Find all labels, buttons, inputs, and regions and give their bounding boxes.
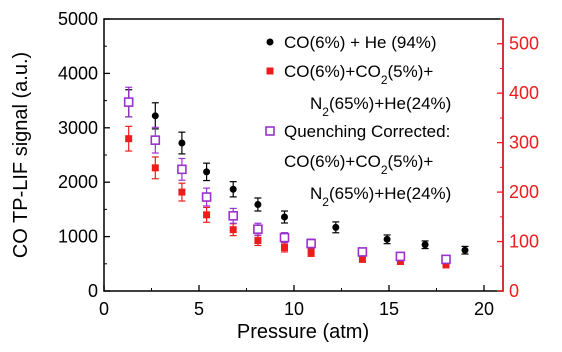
axes: 0 5 10 15 2001000200030004000500001002003004… bbox=[58, 9, 539, 319]
data-point bbox=[442, 261, 450, 269]
data-point bbox=[461, 246, 469, 254]
y-tick-label: 4000 bbox=[58, 63, 98, 83]
data-point bbox=[177, 164, 187, 175]
data-point bbox=[125, 135, 133, 143]
data-point bbox=[123, 97, 134, 107]
x-tick-label: 0 bbox=[99, 299, 109, 319]
data-point bbox=[281, 243, 288, 251]
data-point bbox=[421, 241, 429, 249]
x-tick-label: 15 bbox=[379, 299, 399, 319]
data-point bbox=[151, 112, 159, 120]
legend-marker-corrected bbox=[265, 126, 275, 136]
data-point bbox=[229, 226, 237, 234]
y2-tick-label: 400 bbox=[509, 83, 539, 103]
legend-label-corrected-line2: CO(6%)+CO2(5%)+ bbox=[284, 152, 433, 177]
legend-label-he: CO(6%) + He (94%) bbox=[284, 33, 437, 52]
legend-label-corrected-line3: N2(65%)+He(24%) bbox=[310, 184, 451, 209]
series-2 bbox=[125, 125, 450, 269]
data-point bbox=[178, 188, 186, 196]
data-point bbox=[307, 248, 315, 256]
series-1 bbox=[125, 89, 469, 255]
data-point bbox=[151, 164, 159, 172]
y2-tick-label: 500 bbox=[509, 34, 539, 54]
data-point bbox=[254, 201, 262, 209]
y2-tick-label: 200 bbox=[509, 182, 539, 202]
legend-marker-he bbox=[266, 38, 274, 46]
series-3 bbox=[123, 86, 451, 265]
data-point bbox=[358, 255, 366, 263]
data-point bbox=[281, 213, 288, 221]
y-axis-title: CO TP-LIF signal (a.u.) bbox=[10, 52, 32, 258]
y-tick-label: 3000 bbox=[58, 118, 98, 138]
y-tick-label: 1000 bbox=[58, 227, 98, 247]
data-point bbox=[357, 247, 368, 257]
x-tick-label: 10 bbox=[284, 299, 304, 319]
legend-label-mix-line2: N2(65%)+He(24%) bbox=[310, 94, 451, 119]
x-axis-title: Pressure (atm) bbox=[237, 321, 369, 343]
data-point bbox=[228, 211, 238, 221]
y-tick-label: 5000 bbox=[58, 9, 98, 29]
series-layer bbox=[123, 86, 469, 269]
data-point bbox=[203, 168, 211, 176]
data-point bbox=[396, 257, 404, 265]
x-tick-label: 5 bbox=[194, 299, 204, 319]
y-tick-label: 2000 bbox=[58, 172, 98, 192]
data-point bbox=[254, 237, 262, 245]
data-point bbox=[279, 232, 290, 243]
y2-tick-label: 300 bbox=[509, 133, 539, 153]
data-point bbox=[332, 223, 340, 231]
data-point bbox=[253, 224, 263, 234]
y2-tick-label: 100 bbox=[509, 232, 539, 252]
data-point bbox=[229, 185, 237, 193]
data-point bbox=[178, 139, 186, 147]
legend-marker-mix bbox=[266, 67, 274, 75]
data-point bbox=[441, 254, 451, 265]
x-tick-label: 20 bbox=[474, 299, 494, 319]
data-point bbox=[150, 135, 161, 145]
y-tick-label: 0 bbox=[88, 281, 98, 301]
data-point bbox=[395, 251, 406, 262]
data-point bbox=[203, 211, 211, 219]
legend-label-corrected-line1: Quenching Corrected: bbox=[284, 122, 450, 141]
y2-tick-label: 0 bbox=[509, 281, 519, 301]
legend: CO(6%) + He (94%) CO(6%)+CO2(5%)+ N2(65%… bbox=[265, 33, 451, 209]
data-point bbox=[201, 192, 212, 202]
data-point bbox=[306, 238, 316, 249]
data-point bbox=[383, 235, 391, 243]
legend-label-mix-line1: CO(6%)+CO2(5%)+ bbox=[284, 62, 433, 87]
